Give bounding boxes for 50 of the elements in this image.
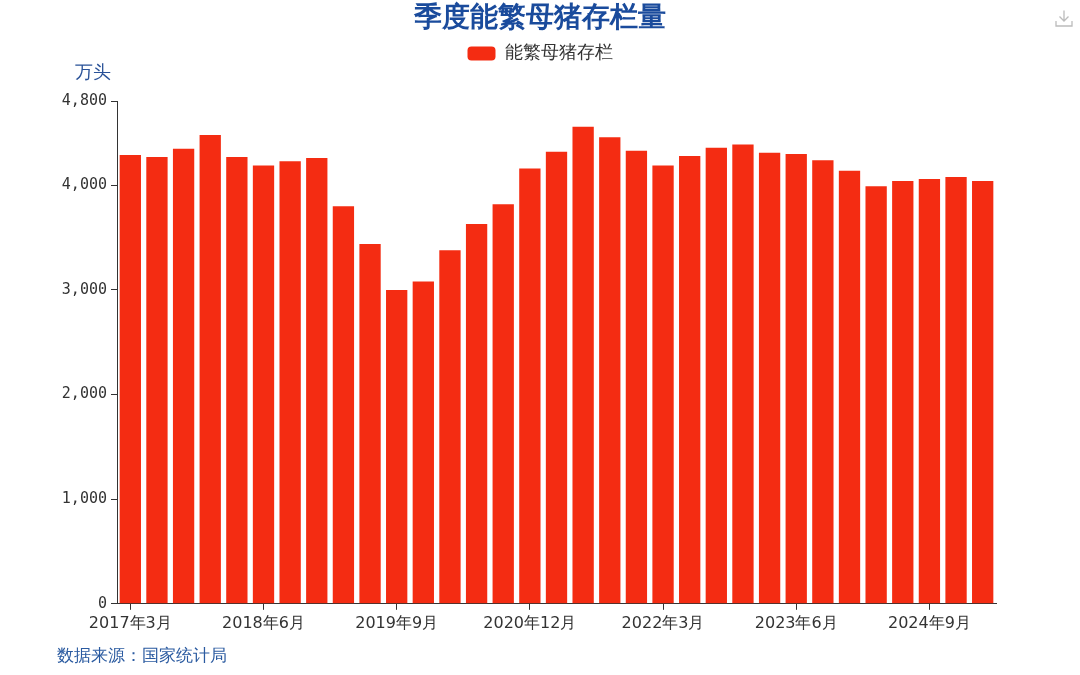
bar: [918, 179, 941, 604]
bar: [705, 147, 727, 604]
bar: [519, 168, 541, 604]
bar: [226, 157, 248, 604]
bar: [812, 160, 834, 604]
x-tick-label: 2017年3月: [88, 612, 172, 632]
bar: [146, 157, 168, 604]
y-tick-label: 4,800: [61, 91, 107, 110]
bar: [972, 181, 994, 604]
bar: [652, 165, 674, 604]
y-tick-label: 0: [97, 593, 107, 612]
x-tick-label: 2019年9月: [355, 612, 439, 632]
bar: [892, 181, 914, 604]
legend-label: 能繁母猪存栏: [504, 41, 613, 63]
y-axis-title: 万头: [75, 61, 111, 83]
chart-title: 季度能繁母猪存栏量: [413, 0, 666, 34]
bar: [119, 154, 141, 604]
bar: [945, 176, 967, 604]
bar: [785, 153, 807, 604]
x-tick-label: 2020年12月: [483, 612, 577, 632]
bar: [306, 158, 328, 604]
source-note: 数据来源：国家统计局: [57, 645, 227, 666]
bar: [599, 137, 621, 604]
bar: [838, 170, 861, 604]
bar: [758, 152, 781, 604]
y-tick-label: 1,000: [61, 489, 107, 508]
bar: [625, 150, 648, 604]
bar: [465, 224, 488, 604]
x-tick-label: 2023年6月: [754, 612, 838, 632]
bar: [172, 148, 195, 604]
bar: [545, 151, 568, 604]
y-tick-label: 3,000: [61, 279, 107, 298]
y-tick-label: 2,000: [61, 384, 107, 403]
x-tick-label: 2024年9月: [887, 612, 971, 632]
bar: [679, 156, 701, 604]
bar: [199, 135, 221, 604]
bar: [359, 243, 381, 604]
x-tick-label: 2018年6月: [222, 612, 305, 632]
y-tick-label: 4,000: [61, 175, 107, 194]
bar: [252, 165, 275, 604]
bar: [386, 289, 408, 604]
bar: [732, 144, 754, 604]
bar: [865, 186, 887, 604]
bar: [492, 204, 514, 604]
bar: [412, 281, 434, 604]
bar: [332, 206, 355, 604]
x-tick-label: 2022年3月: [621, 612, 705, 632]
bar: [439, 250, 461, 604]
bar: [572, 126, 594, 604]
bar: [279, 161, 301, 604]
